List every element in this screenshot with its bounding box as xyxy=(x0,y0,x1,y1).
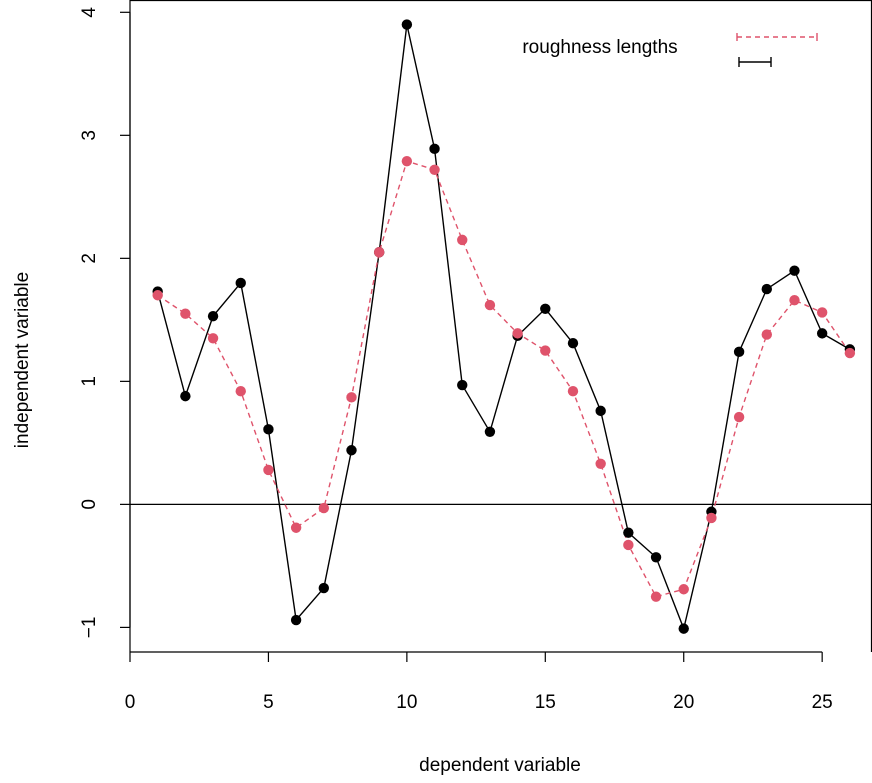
y-tick-label: −1 xyxy=(79,617,100,639)
series-1-point xyxy=(457,379,468,391)
series-2-point xyxy=(733,411,745,423)
x-tick-label: 20 xyxy=(673,692,694,713)
x-tick-label: 25 xyxy=(812,692,833,713)
series-2-point xyxy=(207,333,219,344)
y-axis-title: independent variable xyxy=(12,272,33,448)
series-1-point xyxy=(180,390,191,402)
series-2-point xyxy=(567,386,579,397)
series-1-point xyxy=(540,303,551,314)
series-1-point xyxy=(761,283,772,295)
legend: roughness lengths xyxy=(522,33,818,67)
series-1-point xyxy=(235,277,246,289)
series-2-point xyxy=(816,307,828,318)
series-1-point xyxy=(789,265,800,276)
series-1-point xyxy=(263,424,274,435)
series-2-point xyxy=(457,234,468,246)
series-2-point xyxy=(318,502,330,514)
series-2-point xyxy=(844,347,856,359)
series-1-point xyxy=(650,552,662,563)
series-2-point xyxy=(152,290,163,301)
series-1-point xyxy=(484,426,496,437)
series-1-point xyxy=(401,19,413,30)
series-1-point xyxy=(207,310,219,322)
series-2-point xyxy=(623,539,634,551)
plot-frame xyxy=(129,0,872,652)
series-2-point xyxy=(429,164,440,175)
series-1-point xyxy=(290,614,302,626)
axes: 0 5 10 15 20 25 −1 0 1 2 3 4 xyxy=(79,0,872,713)
series-2-point xyxy=(346,392,357,403)
series-1-point xyxy=(595,405,606,417)
series-1-point xyxy=(429,143,440,155)
series-2-point xyxy=(706,512,717,524)
x-tick-label: 5 xyxy=(263,692,274,713)
y-tick-label: 4 xyxy=(79,7,100,18)
series-2-point xyxy=(789,294,800,306)
series-1-point xyxy=(623,527,634,538)
series-2-point xyxy=(290,522,302,533)
series-1-point xyxy=(678,623,689,634)
series-2-point xyxy=(401,155,413,167)
series-2-point xyxy=(235,386,246,397)
series-2-point xyxy=(373,246,385,258)
y-tick-label: 0 xyxy=(79,499,100,510)
series-2-point xyxy=(761,329,772,340)
x-tick-label: 0 xyxy=(125,692,136,713)
series-2-point xyxy=(650,591,662,602)
x-tick-label: 10 xyxy=(396,692,417,713)
series-2-point xyxy=(512,328,523,339)
x-axis-title: dependent variable xyxy=(419,755,581,776)
series-2-point xyxy=(540,345,551,356)
series-1-point xyxy=(346,445,357,456)
series-1-line xyxy=(157,24,851,631)
y-tick-label: 3 xyxy=(79,130,100,141)
series-2-point xyxy=(678,584,689,595)
series-1-point xyxy=(567,338,579,349)
series-2-point xyxy=(595,458,606,469)
series-2-line xyxy=(157,160,851,598)
series-2-point xyxy=(180,308,191,319)
series-1-point xyxy=(816,328,828,339)
x-tick-label: 15 xyxy=(535,692,556,713)
plot-area xyxy=(130,19,872,634)
series-1-point xyxy=(733,346,745,358)
y-tick-label: 1 xyxy=(79,376,100,387)
series-1-point xyxy=(318,582,330,594)
legend-title: roughness lengths xyxy=(522,37,677,58)
series-2-point xyxy=(263,464,274,476)
y-tick-label: 2 xyxy=(79,253,100,264)
series-2-point xyxy=(484,299,496,311)
